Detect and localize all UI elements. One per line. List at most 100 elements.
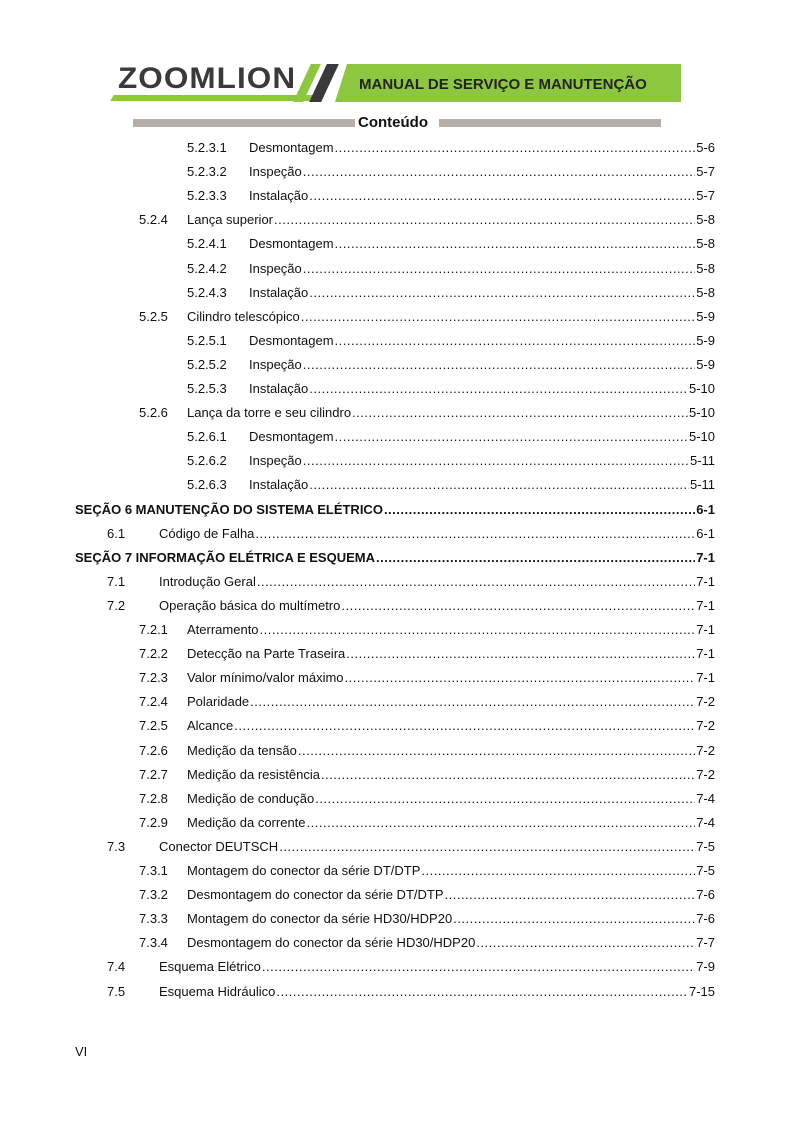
toc-entry[interactable]: 7.2.5 Alcance 7-2 xyxy=(139,718,715,734)
toc-entry[interactable]: 7.2.6 Medição da tensão 7-2 xyxy=(139,743,715,759)
toc-page: 5-8 xyxy=(696,284,715,300)
toc-title: Inspeção xyxy=(249,453,302,469)
dot-leader xyxy=(376,550,695,565)
dot-leader xyxy=(303,164,695,179)
toc-entry[interactable]: 7.2.3 Valor mínimo/valor máximo 7-1 xyxy=(139,670,715,686)
toc-entry[interactable]: 7.3.3 Montagem do conector da série HD30/… xyxy=(139,911,715,927)
toc-entry[interactable]: 7.2.7 Medição da resistência 7-2 xyxy=(139,767,715,783)
toc-entry[interactable]: 5.2.5 Cilindro telescópico 5-9 xyxy=(139,308,715,325)
toc-title: Esquema Elétrico xyxy=(159,959,261,975)
toc-title: Esquema Hidráulico xyxy=(159,983,276,999)
toc-page: 5-9 xyxy=(696,356,715,372)
toc-number: 7.3.2 xyxy=(139,887,168,903)
toc-entry[interactable]: 7.3.2 Desmontagem do conector da série DT… xyxy=(139,887,715,903)
toc-entry[interactable]: 7.4 Esquema Elétrico 7-9 xyxy=(107,959,715,975)
toc-entry[interactable]: 7.5 Esquema Hidráulico 7-15 xyxy=(107,983,715,1000)
toc-page: 6-1 xyxy=(696,501,715,517)
toc-number: 7.2 xyxy=(107,597,126,613)
toc-page: 7-1 xyxy=(696,597,715,613)
toc-title: Instalação xyxy=(249,381,309,396)
toc-entry[interactable]: 7.2.9 Medição da corrente 7-4 xyxy=(139,814,715,831)
dot-leader xyxy=(257,574,695,589)
dot-leader xyxy=(453,911,695,926)
toc-title: Lança da torre e seu cilindro xyxy=(187,405,352,421)
toc-number: 7.4 xyxy=(107,959,126,975)
toc-entry[interactable]: 5.2.6 Lança da torre e seu cilindro 5-10 xyxy=(139,405,715,421)
toc-entry[interactable]: 5.2.6.3 Instalação 5-11 xyxy=(187,477,715,493)
toc-title: Instalação xyxy=(249,477,309,493)
toc-entry[interactable]: 5.2.5.1 Desmontagem 5-9 xyxy=(187,333,715,349)
toc-entry[interactable]: SEÇÃO 7 INFORMAÇÃO ELÉTRICA E ESQUEMA 7-1 xyxy=(75,550,715,566)
toc-entry[interactable]: 7.1 Introdução Geral 7-1 xyxy=(107,574,715,590)
toc-title: Desmontagem do conector da série DT/DTP xyxy=(187,887,444,903)
toc-entry[interactable]: SEÇÃO 6 MANUTENÇÃO DO SISTEMA ELÉTRICO 6-… xyxy=(75,502,715,518)
toc-number: 7.2.9 xyxy=(139,814,168,830)
toc-entry[interactable]: 5.2.4.3 Instalação 5-8 xyxy=(187,284,715,301)
toc-entry[interactable]: 5.2.6.1 Desmontagem 5-10 xyxy=(187,429,715,445)
toc-entry[interactable]: 7.2.2 Detecção na Parte Traseira 7-1 xyxy=(139,646,715,662)
toc-page: 7-4 xyxy=(696,814,715,830)
toc-title: Inspeção xyxy=(249,356,302,372)
toc-number: 5.2.3.3 xyxy=(187,188,227,204)
toc-entry[interactable]: 7.3.1 Montagem do conector da série DT/DT… xyxy=(139,863,715,879)
divider-right xyxy=(439,119,661,127)
dot-leader xyxy=(298,743,695,758)
toc-entry[interactable]: 5.2.6.2 Inspeção 5-11 xyxy=(187,453,715,469)
toc-title: Alcance xyxy=(187,718,234,734)
dot-leader xyxy=(303,453,689,468)
toc-page: 7-5 xyxy=(696,863,715,878)
toc-page: 7-1 xyxy=(696,549,715,565)
toc-page: 7-5 xyxy=(696,838,715,854)
dot-leader xyxy=(234,718,695,733)
toc-title: SEÇÃO 7 INFORMAÇÃO ELÉTRICA E ESQUEMA xyxy=(75,549,375,565)
toc-entry[interactable]: 6.1 Código de Falha 6-1 xyxy=(107,525,715,542)
header-banner: MANUAL DE SERVIÇO E MANUTENÇÃO xyxy=(335,64,681,102)
toc-page: 5-8 xyxy=(696,212,715,228)
toc-title: Instalação xyxy=(249,284,309,300)
zoomlion-logo: ZOOMLION xyxy=(118,62,297,95)
toc-page: 7-6 xyxy=(696,887,715,903)
toc-entry[interactable]: 7.2.8 Medição de condução 7-4 xyxy=(139,790,715,807)
toc-page: 5-7 xyxy=(696,188,715,204)
dot-leader xyxy=(335,236,696,251)
dot-leader xyxy=(346,646,695,661)
toc-page: 7-1 xyxy=(696,646,715,662)
dot-leader xyxy=(445,887,696,902)
toc-title: Valor mínimo/valor máximo xyxy=(187,670,344,686)
toc-number: 7.2.8 xyxy=(139,790,168,806)
toc-title: Cilindro telescópico xyxy=(187,308,300,324)
toc-title: Inspeção xyxy=(249,164,302,180)
toc-page: 7-2 xyxy=(696,694,715,710)
divider-left xyxy=(133,119,355,127)
toc-entry[interactable]: 5.2.3.1 Desmontagem 5-6 xyxy=(187,140,715,156)
toc-entry[interactable]: 7.3 Conector DEUTSCH 7-5 xyxy=(107,838,715,855)
dot-leader xyxy=(303,357,695,372)
toc-number: 7.2.2 xyxy=(139,646,168,662)
toc-number: 7.5 xyxy=(107,983,126,999)
toc-entry[interactable]: 7.3.4 Desmontagem do conector da série HD… xyxy=(139,935,715,951)
toc-entry[interactable]: 7.2.1 Aterramento 7-1 xyxy=(139,622,715,638)
toc-entry[interactable]: 5.2.4.2 Inspeção 5-8 xyxy=(187,261,715,277)
toc-number: 7.3.1 xyxy=(139,863,168,878)
toc-entry[interactable]: 5.2.4 Lança superior 5-8 xyxy=(139,212,715,228)
toc-title: Operação básica do multímetro xyxy=(159,597,341,613)
toc-entry[interactable]: 5.2.4.1 Desmontagem 5-8 xyxy=(187,236,715,252)
toc-entry[interactable]: 5.2.3.3 Instalação 5-7 xyxy=(187,188,715,204)
toc-page: 6-1 xyxy=(696,525,715,541)
toc-number: 5.2.3.1 xyxy=(187,140,227,155)
toc-entry[interactable]: 5.2.5.2 Inspeção 5-9 xyxy=(187,356,715,373)
toc-entry[interactable]: 5.2.5.3 Instalação 5-10 xyxy=(187,381,715,397)
toc-number: 5.2.4.3 xyxy=(187,284,227,300)
dot-leader xyxy=(352,405,688,420)
toc-number: 7.2.1 xyxy=(139,622,168,637)
dot-leader xyxy=(384,502,695,517)
toc-page: 7-4 xyxy=(696,790,715,806)
toc-title: Medição da corrente xyxy=(187,814,306,830)
dot-leader xyxy=(321,767,695,782)
toc-number: 7.1 xyxy=(107,573,126,589)
toc-entry[interactable]: 5.2.3.2 Inspeção 5-7 xyxy=(187,164,715,180)
toc-number: 5.2.5.3 xyxy=(187,381,227,396)
toc-number: 5.2.5.2 xyxy=(187,356,227,372)
toc-entry[interactable]: 7.2.4 Polaridade 7-2 xyxy=(139,694,715,710)
toc-entry[interactable]: 7.2 Operação básica do multímetro 7-1 xyxy=(107,597,715,614)
